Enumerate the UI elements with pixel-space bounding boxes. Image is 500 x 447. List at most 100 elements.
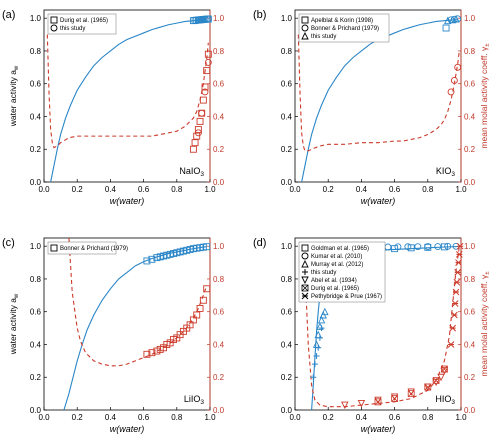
y2-tick-label: 0.0 bbox=[213, 178, 225, 187]
data-point bbox=[407, 390, 415, 398]
data-point bbox=[455, 259, 462, 266]
series-4 bbox=[310, 325, 325, 381]
gamma-curve bbox=[304, 246, 460, 408]
data-point bbox=[447, 341, 455, 348]
y-tick-label: 0.2 bbox=[30, 145, 42, 154]
y-tick-label: 1.0 bbox=[30, 14, 42, 23]
x-tick-label: 0.8 bbox=[422, 413, 434, 422]
data-point bbox=[191, 139, 199, 147]
y-tick-label: 0.4 bbox=[281, 112, 293, 121]
data-point bbox=[442, 24, 450, 32]
x-tick-label: 0.4 bbox=[356, 413, 368, 422]
chart-panel-2: 0.0 0.2 0.4 0.6 0.8 1.00.0 0.00.2 0.20.4 0.40.6 0… bbox=[253, 9, 491, 206]
data-point bbox=[443, 16, 452, 25]
data-point bbox=[452, 288, 460, 296]
y-tick-label: 0.2 bbox=[281, 373, 293, 382]
legend-box bbox=[47, 13, 117, 35]
chart-panel-1: 0.0 0.2 0.4 0.6 0.8 1.00.0 0.00.2 0.20.4 0.40.6 0… bbox=[2, 9, 225, 206]
compound-subscript: 3 bbox=[200, 399, 204, 406]
data-point bbox=[203, 67, 211, 75]
data-point bbox=[194, 126, 202, 134]
gamma-curve bbox=[68, 237, 208, 367]
data-point bbox=[143, 350, 151, 358]
data-point bbox=[201, 88, 209, 96]
data-point bbox=[440, 243, 448, 251]
data-point bbox=[447, 88, 455, 96]
data-point bbox=[414, 243, 422, 251]
data-point bbox=[357, 399, 366, 408]
y-tick-label: 0.0 bbox=[30, 178, 42, 187]
data-point bbox=[203, 285, 211, 293]
y2-tick-label: 0.4 bbox=[213, 112, 225, 121]
y-tick-label: 0.4 bbox=[281, 340, 293, 349]
data-point bbox=[455, 251, 463, 258]
series-4 bbox=[447, 63, 462, 96]
y2-tick-label: 1.0 bbox=[464, 14, 476, 23]
y-tick-label: 0.8 bbox=[30, 47, 42, 56]
x-axis-label: w(water) bbox=[361, 424, 396, 434]
legend-marker bbox=[301, 31, 309, 40]
y-tick-label: 1.0 bbox=[281, 242, 293, 251]
panel-label: (a) bbox=[2, 9, 15, 21]
legend-box bbox=[47, 241, 117, 255]
data-point bbox=[456, 242, 464, 250]
x-tick-label: 0.0 bbox=[289, 185, 301, 194]
data-point bbox=[321, 307, 329, 316]
y-tick-label: 0.2 bbox=[30, 373, 42, 382]
x-tick-label: 0.8 bbox=[422, 185, 434, 194]
data-point bbox=[313, 352, 320, 359]
data-point bbox=[204, 15, 212, 23]
panel-label: (d) bbox=[253, 237, 266, 249]
y-tick-label: 0.4 bbox=[30, 340, 42, 349]
y-tick-label: 0.8 bbox=[30, 275, 42, 284]
y-tick-label: 0.0 bbox=[281, 406, 293, 415]
y-tick-label: 0.6 bbox=[30, 308, 42, 317]
data-point bbox=[201, 83, 209, 91]
panel-label: (c) bbox=[2, 237, 15, 249]
legend-marker bbox=[301, 259, 309, 268]
x-tick-label: 0.4 bbox=[105, 413, 117, 422]
y2-tick-label: 1.0 bbox=[213, 242, 225, 251]
y-axis-label-right-subscript: ± bbox=[485, 271, 491, 275]
series-4 bbox=[194, 58, 212, 137]
compound-label: NaIO3 bbox=[179, 166, 204, 178]
x-tick-label: 0.2 bbox=[72, 185, 84, 194]
y2-tick-label: 0.8 bbox=[213, 275, 225, 284]
legend-label: Bonner & Prichard (1979) bbox=[60, 246, 128, 252]
legend-marker bbox=[301, 292, 309, 300]
x-tick-label: 0.6 bbox=[389, 185, 401, 194]
x-tick-label: 0.8 bbox=[171, 185, 183, 194]
y2-tick-label: 0.6 bbox=[464, 308, 476, 317]
data-point bbox=[193, 132, 201, 140]
data-point bbox=[199, 96, 207, 104]
data-point bbox=[196, 117, 204, 125]
legend-label: Bonner & Prichard (1979) bbox=[311, 26, 379, 32]
x-tick-label: 0.2 bbox=[323, 413, 335, 422]
y-tick-label: 0.6 bbox=[30, 80, 42, 89]
data-point bbox=[404, 243, 412, 251]
compound-label: LiIO3 bbox=[184, 394, 205, 406]
data-point bbox=[453, 278, 461, 286]
data-point bbox=[451, 311, 458, 319]
legend-label: this study bbox=[311, 270, 336, 276]
y-axis-label-left: water activity aw bbox=[8, 293, 20, 355]
data-point bbox=[198, 16, 206, 23]
series-1 bbox=[143, 243, 211, 265]
x-axis-label: w(water) bbox=[361, 196, 396, 206]
legend-box bbox=[298, 241, 386, 303]
legend-label: this study bbox=[60, 26, 85, 32]
y2-tick-label: 0.0 bbox=[464, 178, 476, 187]
data-point bbox=[424, 383, 432, 391]
data-point bbox=[449, 324, 457, 332]
legend-label: Durig et al. (1965) bbox=[311, 286, 359, 292]
compound-subscript: 3 bbox=[200, 171, 204, 178]
y2-tick-label: 0.2 bbox=[464, 373, 476, 382]
data-point bbox=[452, 15, 460, 23]
compound-label: KIO3 bbox=[436, 166, 456, 178]
y-axis-label-right: mean molal activity coeff. γ± bbox=[479, 271, 491, 377]
data-point bbox=[203, 243, 211, 251]
y-tick-label: 0.8 bbox=[281, 275, 293, 284]
x-tick-label: 0.0 bbox=[289, 413, 301, 422]
x-tick-label: 0.2 bbox=[323, 185, 335, 194]
